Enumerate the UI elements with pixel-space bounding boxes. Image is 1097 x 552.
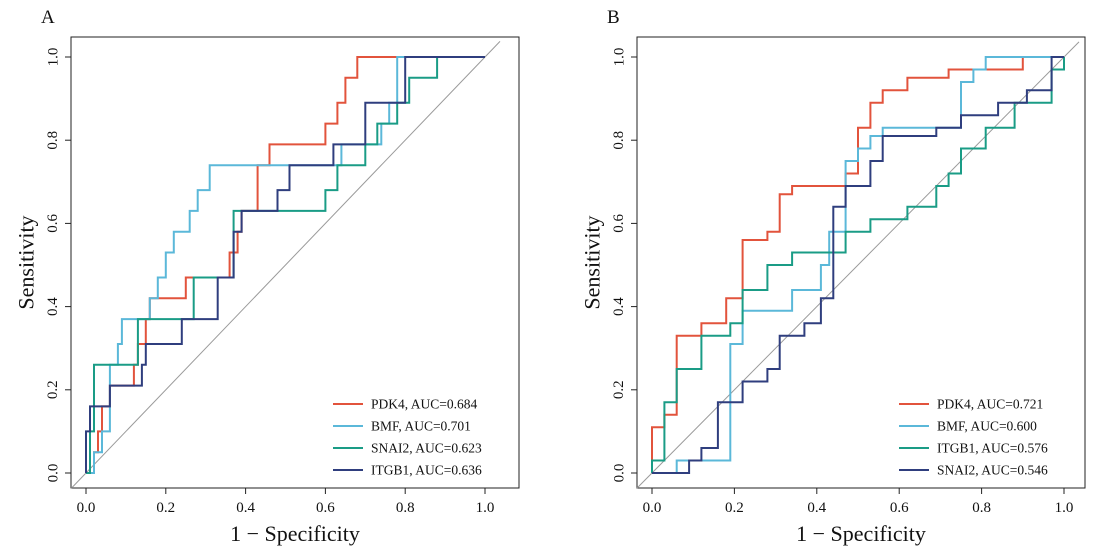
x-tick-label: 0.8 <box>396 500 415 516</box>
panel-b: B 0.0 0.2 0.4 0.6 0.8 1.0 0.0 0.2 0.4 0.6 0.8 1.0 1 −… <box>580 7 1086 546</box>
legend-label: BMF, AUC=0.701 <box>371 419 471 434</box>
legend-label: SNAI2, AUC=0.546 <box>937 463 1048 478</box>
y-tick-label: 0.6 <box>611 214 627 233</box>
x-axis-title: 1 − Specificity <box>230 521 360 546</box>
y-tick-label: 1.0 <box>611 48 627 67</box>
x-tick-label: 0.4 <box>236 500 255 516</box>
roc-curve-itgb1 <box>651 57 1065 473</box>
x-tick-label: 0.0 <box>643 500 662 516</box>
roc-curve-pdk4 <box>651 56 1064 473</box>
x-tick-label: 0.6 <box>890 500 909 516</box>
legend-label: ITGB1, AUC=0.576 <box>937 441 1048 456</box>
legend-label: PDK4, AUC=0.721 <box>937 397 1043 412</box>
x-tick-label: 0.2 <box>725 500 744 516</box>
y-axis-title: Sensitivity <box>14 215 39 309</box>
y-tick-label: 0.0 <box>45 464 61 483</box>
y-tick-label: 1.0 <box>45 48 61 67</box>
y-tick-label: 0.4 <box>45 297 61 316</box>
y-axis-title: Sensitivity <box>580 215 605 309</box>
panel-label: A <box>41 7 55 28</box>
x-tick-label: 0.8 <box>972 500 991 516</box>
roc-curve-snai2 <box>86 56 469 474</box>
x-tick-label: 0.2 <box>156 500 175 516</box>
legend-label: SNAI2, AUC=0.623 <box>371 441 482 456</box>
reference-diagonal <box>70 41 501 489</box>
y-tick-label: 0.2 <box>45 380 61 399</box>
x-tick-label: 1.0 <box>1055 500 1074 516</box>
legend: PDK4, AUC=0.684 BMF, AUC=0.701 SNAI2, AUC=… <box>333 397 482 478</box>
reference-diagonal <box>636 41 1080 489</box>
x-axis-title: 1 − Specificity <box>796 521 926 546</box>
x-tick-label: 0.4 <box>807 500 826 516</box>
x-tick-label: 0.0 <box>77 500 96 516</box>
y-tick-label: 0.6 <box>45 214 61 233</box>
x-tick-label: 1.0 <box>476 500 495 516</box>
legend-label: ITGB1, AUC=0.636 <box>371 463 482 478</box>
roc-curve-snai2 <box>652 56 1064 474</box>
x-tick-label: 0.6 <box>316 500 335 516</box>
y-tick-label: 0.8 <box>45 131 61 150</box>
legend-label: PDK4, AUC=0.684 <box>371 397 478 412</box>
plot-frame <box>636 36 1086 489</box>
y-tick-label: 0.2 <box>611 380 627 399</box>
legend: PDK4, AUC=0.721 BMF, AUC=0.600 ITGB1, AUC=… <box>899 397 1048 478</box>
y-tick-label: 0.0 <box>611 464 627 483</box>
roc-curve-itgb1 <box>85 56 485 473</box>
y-tick-label: 0.8 <box>611 131 627 150</box>
y-tick-label: 0.4 <box>611 297 627 316</box>
legend-label: BMF, AUC=0.600 <box>937 419 1037 434</box>
panel-label: B <box>607 7 620 28</box>
panel-a: A 0.0 0.2 0.4 0.6 0.8 1.0 0.0 0.2 0.4 0.6 0.8 1.0 1 −… <box>14 7 520 546</box>
plot-frame <box>70 36 520 489</box>
